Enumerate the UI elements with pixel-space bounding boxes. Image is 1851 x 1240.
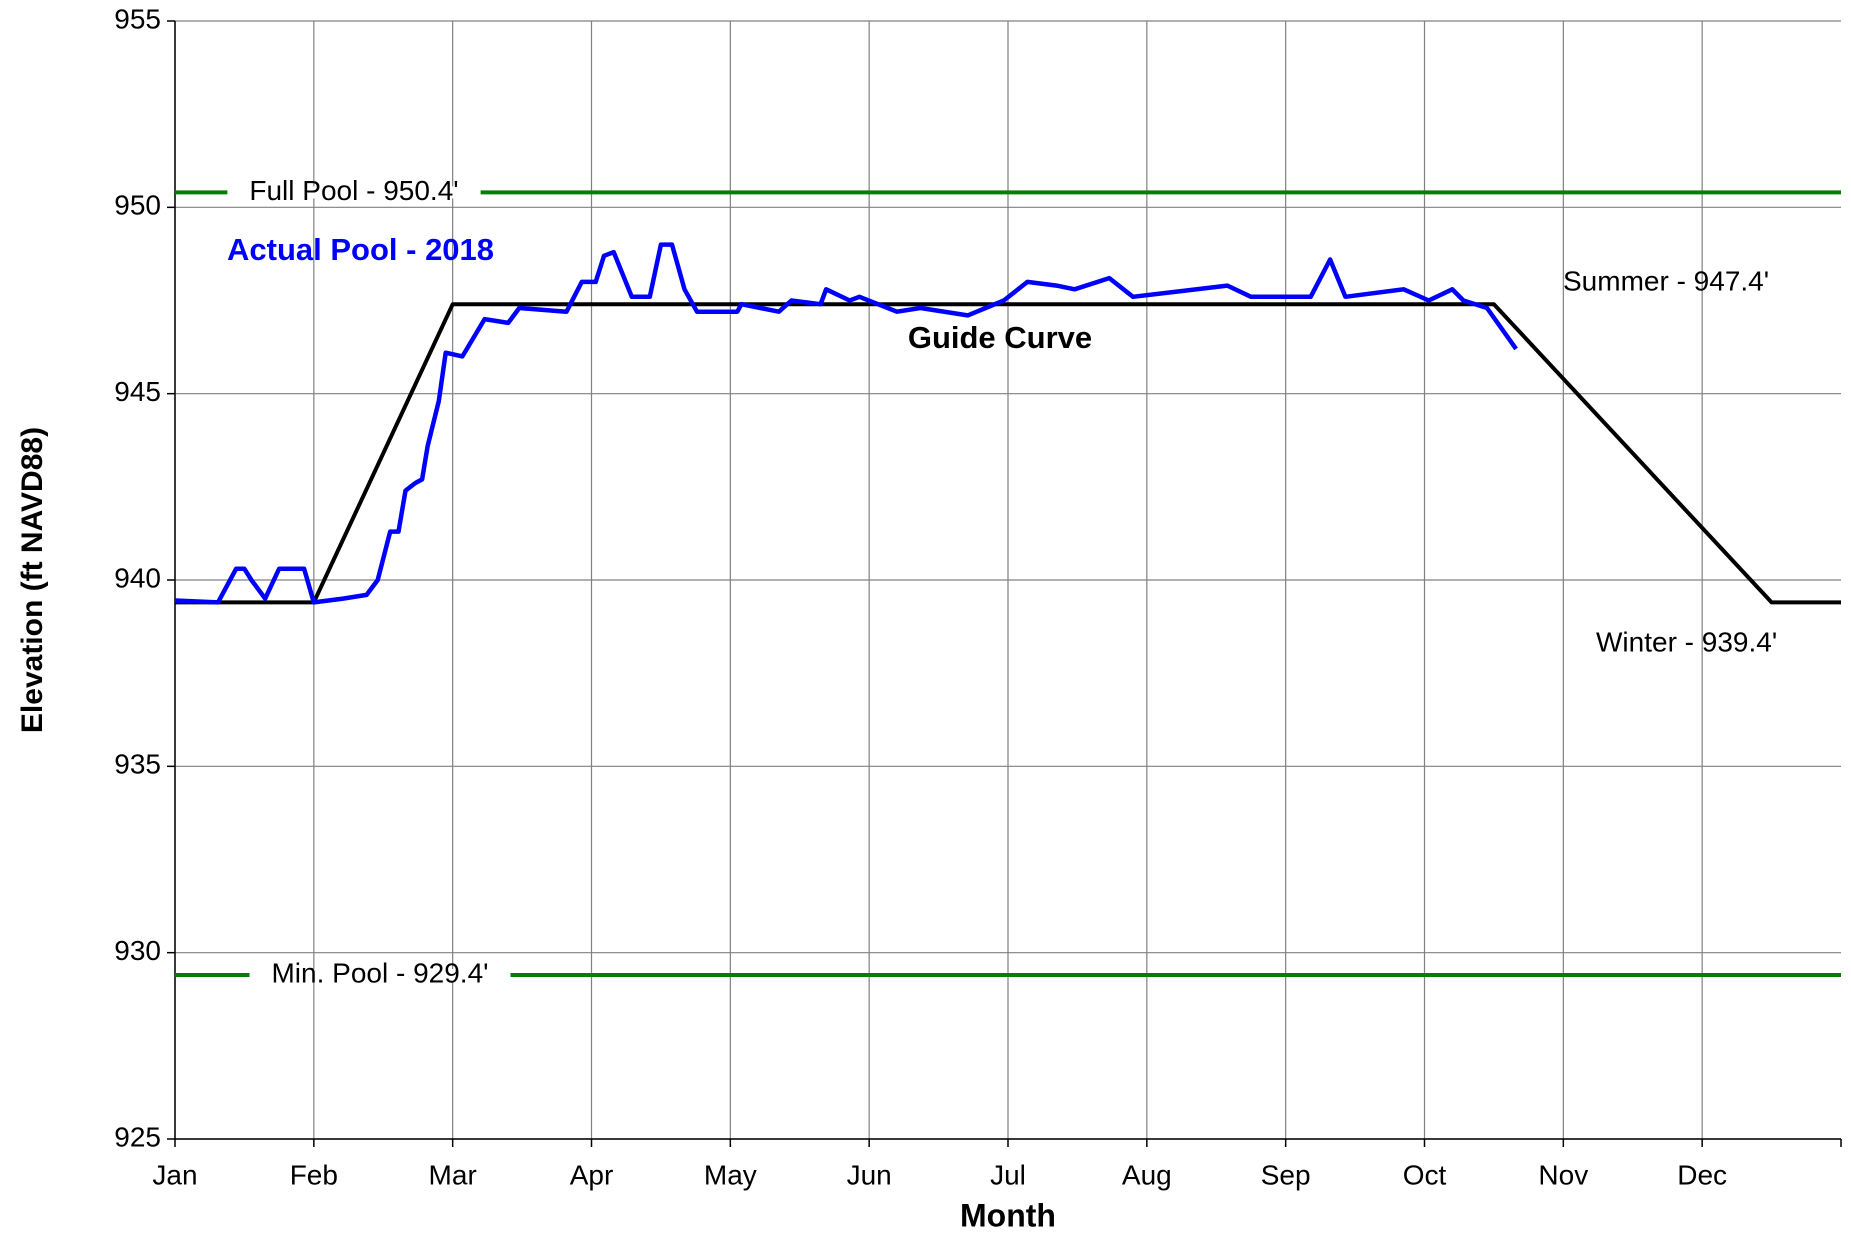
y-tick-label: 945 <box>114 376 161 407</box>
annotation: Summer - 947.4' <box>1563 265 1769 296</box>
x-tick-label: Sep <box>1261 1159 1311 1190</box>
x-tick-label: Feb <box>290 1159 338 1190</box>
x-axis-title: Month <box>960 1197 1056 1233</box>
x-tick-label: Dec <box>1677 1159 1727 1190</box>
reference-label: Min. Pool - 929.4' <box>271 957 488 988</box>
x-tick-label: Aug <box>1122 1159 1172 1190</box>
series-label: Actual Pool - 2018 <box>227 232 494 267</box>
y-tick-label: 950 <box>114 190 161 221</box>
x-tick-label: Oct <box>1403 1159 1447 1190</box>
x-tick-label: Mar <box>429 1159 477 1190</box>
x-tick-label: Jun <box>847 1159 892 1190</box>
annotation: Winter - 939.4' <box>1596 626 1777 657</box>
series-line <box>175 302 1841 605</box>
x-tick-label: Jan <box>152 1159 197 1190</box>
x-tick-label: Jul <box>990 1159 1026 1190</box>
y-tick-label: 940 <box>114 562 161 593</box>
y-tick-label: 955 <box>114 3 161 34</box>
series-label: Guide Curve <box>908 320 1092 355</box>
x-tick-label: Apr <box>570 1159 614 1190</box>
x-tick-label: May <box>704 1159 757 1190</box>
label-background <box>227 186 481 199</box>
reference-label: Full Pool - 950.4' <box>249 175 458 206</box>
label-background <box>249 969 511 982</box>
x-tick-label: Nov <box>1538 1159 1588 1190</box>
series-line <box>174 242 1518 605</box>
y-tick-label: 925 <box>114 1121 161 1152</box>
y-axis-title: Elevation (ft NAVD88) <box>16 427 49 733</box>
y-tick-label: 930 <box>114 935 161 966</box>
y-tick-label: 935 <box>114 749 161 780</box>
